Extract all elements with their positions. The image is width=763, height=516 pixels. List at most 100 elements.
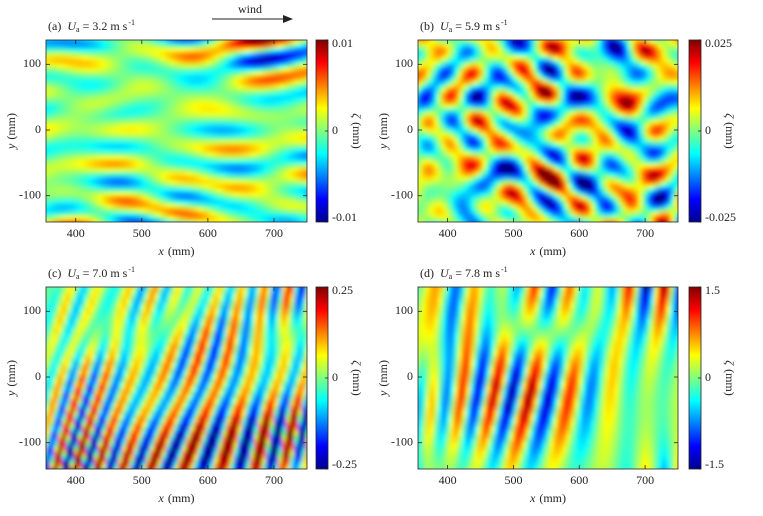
heatmap-cell	[126, 196, 131, 201]
heatmap-cell	[186, 92, 191, 97]
heatmap-cell	[126, 216, 131, 221]
heatmap-cell	[270, 148, 275, 153]
heatmap-cell	[210, 160, 215, 165]
heatmap-cell	[110, 116, 115, 121]
heatmap-cell	[482, 48, 487, 53]
heatmap-cell	[190, 40, 195, 45]
heatmap-cell	[134, 168, 139, 173]
heatmap-cell	[522, 132, 527, 137]
heatmap-cell	[90, 156, 95, 161]
heatmap-cell	[618, 80, 623, 85]
heatmap-cell	[434, 88, 439, 93]
heatmap-cell	[58, 80, 63, 85]
heatmap-cell	[574, 128, 579, 133]
heatmap-cell	[266, 132, 271, 137]
heatmap-cell	[82, 184, 87, 189]
heatmap-cell	[50, 120, 55, 125]
heatmap-cell	[246, 120, 251, 125]
heatmap-cell	[182, 224, 187, 229]
heatmap-cell	[58, 180, 63, 185]
heatmap-cell	[262, 48, 267, 53]
heatmap-cell	[674, 52, 678, 57]
heatmap-cell	[298, 156, 303, 161]
heatmap-cell	[550, 40, 555, 45]
heatmap-cell	[522, 96, 527, 101]
heatmap-cell	[250, 176, 255, 181]
heatmap-cell	[126, 176, 131, 181]
heatmap-cell	[134, 148, 139, 153]
heatmap-cell	[270, 112, 275, 117]
heatmap-cell	[278, 72, 283, 77]
heatmap-cell	[150, 212, 155, 217]
heatmap-cell	[62, 176, 67, 181]
heatmap-cell	[158, 144, 163, 149]
heatmap-cell	[234, 140, 239, 145]
heatmap-cell	[194, 140, 199, 145]
heatmap-cell	[522, 88, 527, 93]
heatmap-cell	[226, 160, 231, 165]
heatmap-cell	[310, 196, 315, 201]
heatmap-cell	[446, 100, 451, 105]
heatmap-cell	[210, 200, 215, 205]
heatmap-cell	[546, 60, 551, 65]
heatmap-cell	[150, 152, 155, 157]
heatmap-cell	[306, 208, 307, 213]
heatmap-cell	[418, 52, 423, 57]
heatmap-cell	[78, 64, 83, 69]
heatmap-cell	[434, 132, 439, 137]
heatmap-cell	[422, 72, 427, 77]
heatmap-cell	[310, 172, 315, 177]
heatmap-cell	[154, 116, 159, 121]
heatmap-cell	[46, 148, 51, 153]
heatmap-cell	[302, 132, 307, 137]
heatmap-cell	[238, 84, 243, 89]
heatmap-cell	[110, 164, 115, 169]
heatmap-cell	[138, 128, 143, 133]
heatmap-cell	[422, 80, 427, 85]
heatmap-cell	[178, 56, 183, 61]
heatmap-cell	[126, 56, 131, 61]
heatmap-cell	[550, 72, 555, 77]
heatmap-cell	[162, 128, 167, 133]
heatmap-cell	[306, 96, 307, 101]
heatmap-cell	[638, 116, 643, 121]
heatmap-cell	[138, 80, 143, 85]
heatmap-cell	[146, 120, 151, 125]
heatmap-cell	[238, 216, 243, 221]
heatmap-cell	[46, 220, 51, 222]
heatmap-cell	[542, 80, 547, 85]
heatmap-cell	[150, 120, 155, 125]
heatmap-cell	[270, 160, 275, 165]
heatmap-cell	[230, 156, 235, 161]
heatmap-cell	[102, 68, 107, 73]
heatmap-cell	[426, 84, 431, 89]
heatmap-cell	[202, 196, 207, 201]
heatmap-cell	[282, 176, 287, 181]
heatmap-cell	[222, 128, 227, 133]
heatmap-cell	[110, 132, 115, 137]
heatmap-cell	[622, 64, 627, 69]
heatmap-cell	[186, 124, 191, 129]
heatmap-cell	[118, 60, 123, 65]
heatmap-cell	[594, 60, 599, 65]
heatmap-cell	[250, 172, 255, 177]
heatmap-cell	[214, 220, 219, 222]
heatmap-cell	[138, 192, 143, 197]
heatmap-cell	[274, 188, 279, 193]
heatmap-cell	[170, 88, 175, 93]
heatmap-cell	[534, 80, 539, 85]
heatmap-cell	[470, 60, 475, 65]
heatmap-cell	[642, 128, 647, 133]
heatmap-cell	[218, 216, 223, 221]
heatmap-cell	[422, 92, 427, 97]
heatmap-cell	[162, 92, 167, 97]
heatmap-cell	[238, 168, 243, 173]
heatmap-cell	[162, 220, 167, 222]
heatmap-cell	[258, 192, 263, 197]
heatmap-cell	[570, 44, 575, 49]
heatmap-cell	[506, 96, 511, 101]
heatmap-cell	[534, 132, 539, 137]
heatmap-cell	[70, 92, 75, 97]
heatmap-cell	[94, 220, 99, 222]
heatmap-cell	[46, 64, 51, 69]
